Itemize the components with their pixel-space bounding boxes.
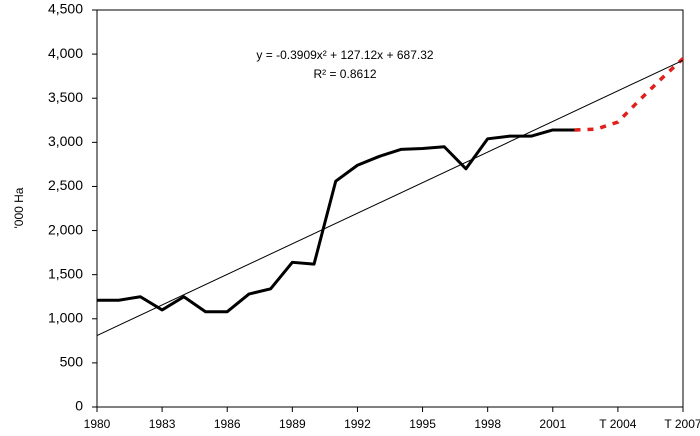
y-tick-label: 3,000	[48, 133, 83, 149]
x-tick-label: 1980	[84, 417, 111, 431]
y-tick-label: 500	[60, 354, 84, 370]
x-tick-label: 1995	[409, 417, 436, 431]
y-tick-label: 0	[75, 398, 83, 414]
y-axis-label: '000 Ha	[12, 187, 26, 228]
x-tick-label: T 2004	[599, 417, 636, 431]
x-tick-label: T 2007	[664, 417, 700, 431]
series-line	[96, 59, 684, 336]
y-tick-label: 4,000	[48, 45, 83, 61]
x-tick-label: 1998	[474, 417, 501, 431]
x-tick-label: 1992	[344, 417, 371, 431]
equation: y = -0.3909x² + 127.12x + 687.32	[256, 48, 433, 62]
x-tick-label: 2001	[539, 417, 566, 431]
y-tick-label: 1,500	[48, 265, 83, 281]
y-tick-label: 1,000	[48, 309, 83, 325]
r-squared: R² = 0.8612	[313, 67, 376, 81]
x-tick-label: 1989	[279, 417, 306, 431]
x-tick-label: 1986	[214, 417, 241, 431]
series-line	[97, 128, 575, 314]
series-line	[574, 57, 685, 132]
plot-frame	[96, 9, 684, 408]
y-tick-label: 2,500	[48, 177, 83, 193]
y-tick-label: 4,500	[48, 1, 83, 17]
y-tick-label: 2,000	[48, 221, 83, 237]
y-tick-label: 3,500	[48, 89, 83, 105]
x-tick-label: 1983	[149, 417, 176, 431]
